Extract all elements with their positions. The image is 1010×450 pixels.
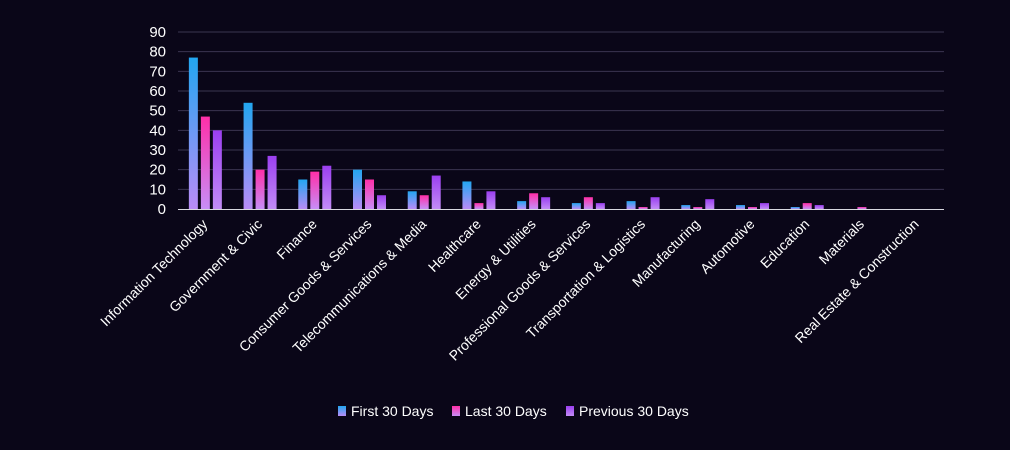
bar — [365, 179, 374, 209]
bar — [541, 197, 551, 209]
x-tick-label: Automotive — [697, 216, 758, 277]
bar — [322, 165, 332, 209]
bar — [736, 205, 745, 209]
bar — [595, 203, 605, 209]
bar — [802, 203, 812, 209]
y-tick-label: 80 — [149, 44, 166, 61]
x-tick-label: Finance — [273, 216, 320, 263]
bar — [486, 191, 496, 209]
bar — [474, 203, 484, 209]
y-tick-label: 70 — [149, 63, 166, 80]
y-tick-label: 40 — [149, 122, 166, 139]
bar — [790, 207, 800, 209]
bar — [310, 171, 320, 209]
bar — [626, 201, 636, 209]
bar — [200, 116, 210, 209]
bar — [298, 179, 308, 209]
bar — [212, 130, 222, 209]
bar — [705, 199, 715, 209]
y-tick-label: 20 — [149, 162, 166, 179]
grid-lines — [178, 31, 944, 190]
legend-label: First 30 Days — [351, 403, 433, 419]
bar — [419, 195, 429, 209]
bar — [760, 203, 769, 209]
bar — [583, 197, 593, 209]
bar — [431, 175, 441, 209]
x-tick-label: Information Technology — [97, 216, 210, 329]
y-tick-label: 10 — [149, 181, 166, 198]
bar — [377, 195, 386, 209]
bar — [267, 155, 277, 209]
bar — [814, 205, 824, 209]
legend-swatch — [452, 406, 460, 416]
legend-label: Last 30 Days — [465, 403, 547, 419]
y-tick-label: 60 — [149, 83, 166, 100]
bar — [517, 201, 527, 209]
bar — [407, 191, 417, 209]
x-tick-label: Education — [757, 216, 812, 271]
bar — [681, 205, 691, 209]
bar — [638, 207, 648, 209]
y-axis-ticks: 0 10 20 30 40 50 60 70 80 90 — [149, 24, 166, 218]
bar — [255, 169, 265, 209]
y-tick-label: 90 — [149, 24, 166, 41]
legend: First 30 Days Last 30 Days Previous 30 Day… — [338, 403, 689, 419]
bar — [529, 193, 539, 209]
bar — [693, 207, 703, 209]
x-tick-label: Materials — [816, 216, 867, 267]
legend-label: Previous 30 Days — [579, 403, 689, 419]
bar — [243, 102, 253, 209]
y-tick-label: 30 — [149, 142, 166, 159]
bar — [571, 203, 581, 209]
legend-swatch — [338, 406, 346, 416]
x-tick-label: Government & Civic — [166, 216, 265, 315]
bar — [188, 57, 198, 209]
bar — [748, 207, 757, 209]
x-tick-label: Healthcare — [425, 216, 484, 275]
bar — [353, 169, 362, 209]
y-tick-label: 0 — [158, 201, 166, 218]
bar — [857, 207, 867, 209]
bar — [650, 197, 660, 209]
bar — [462, 181, 472, 209]
legend-swatch — [566, 406, 574, 416]
y-tick-label: 50 — [149, 103, 166, 120]
bars — [188, 57, 867, 209]
